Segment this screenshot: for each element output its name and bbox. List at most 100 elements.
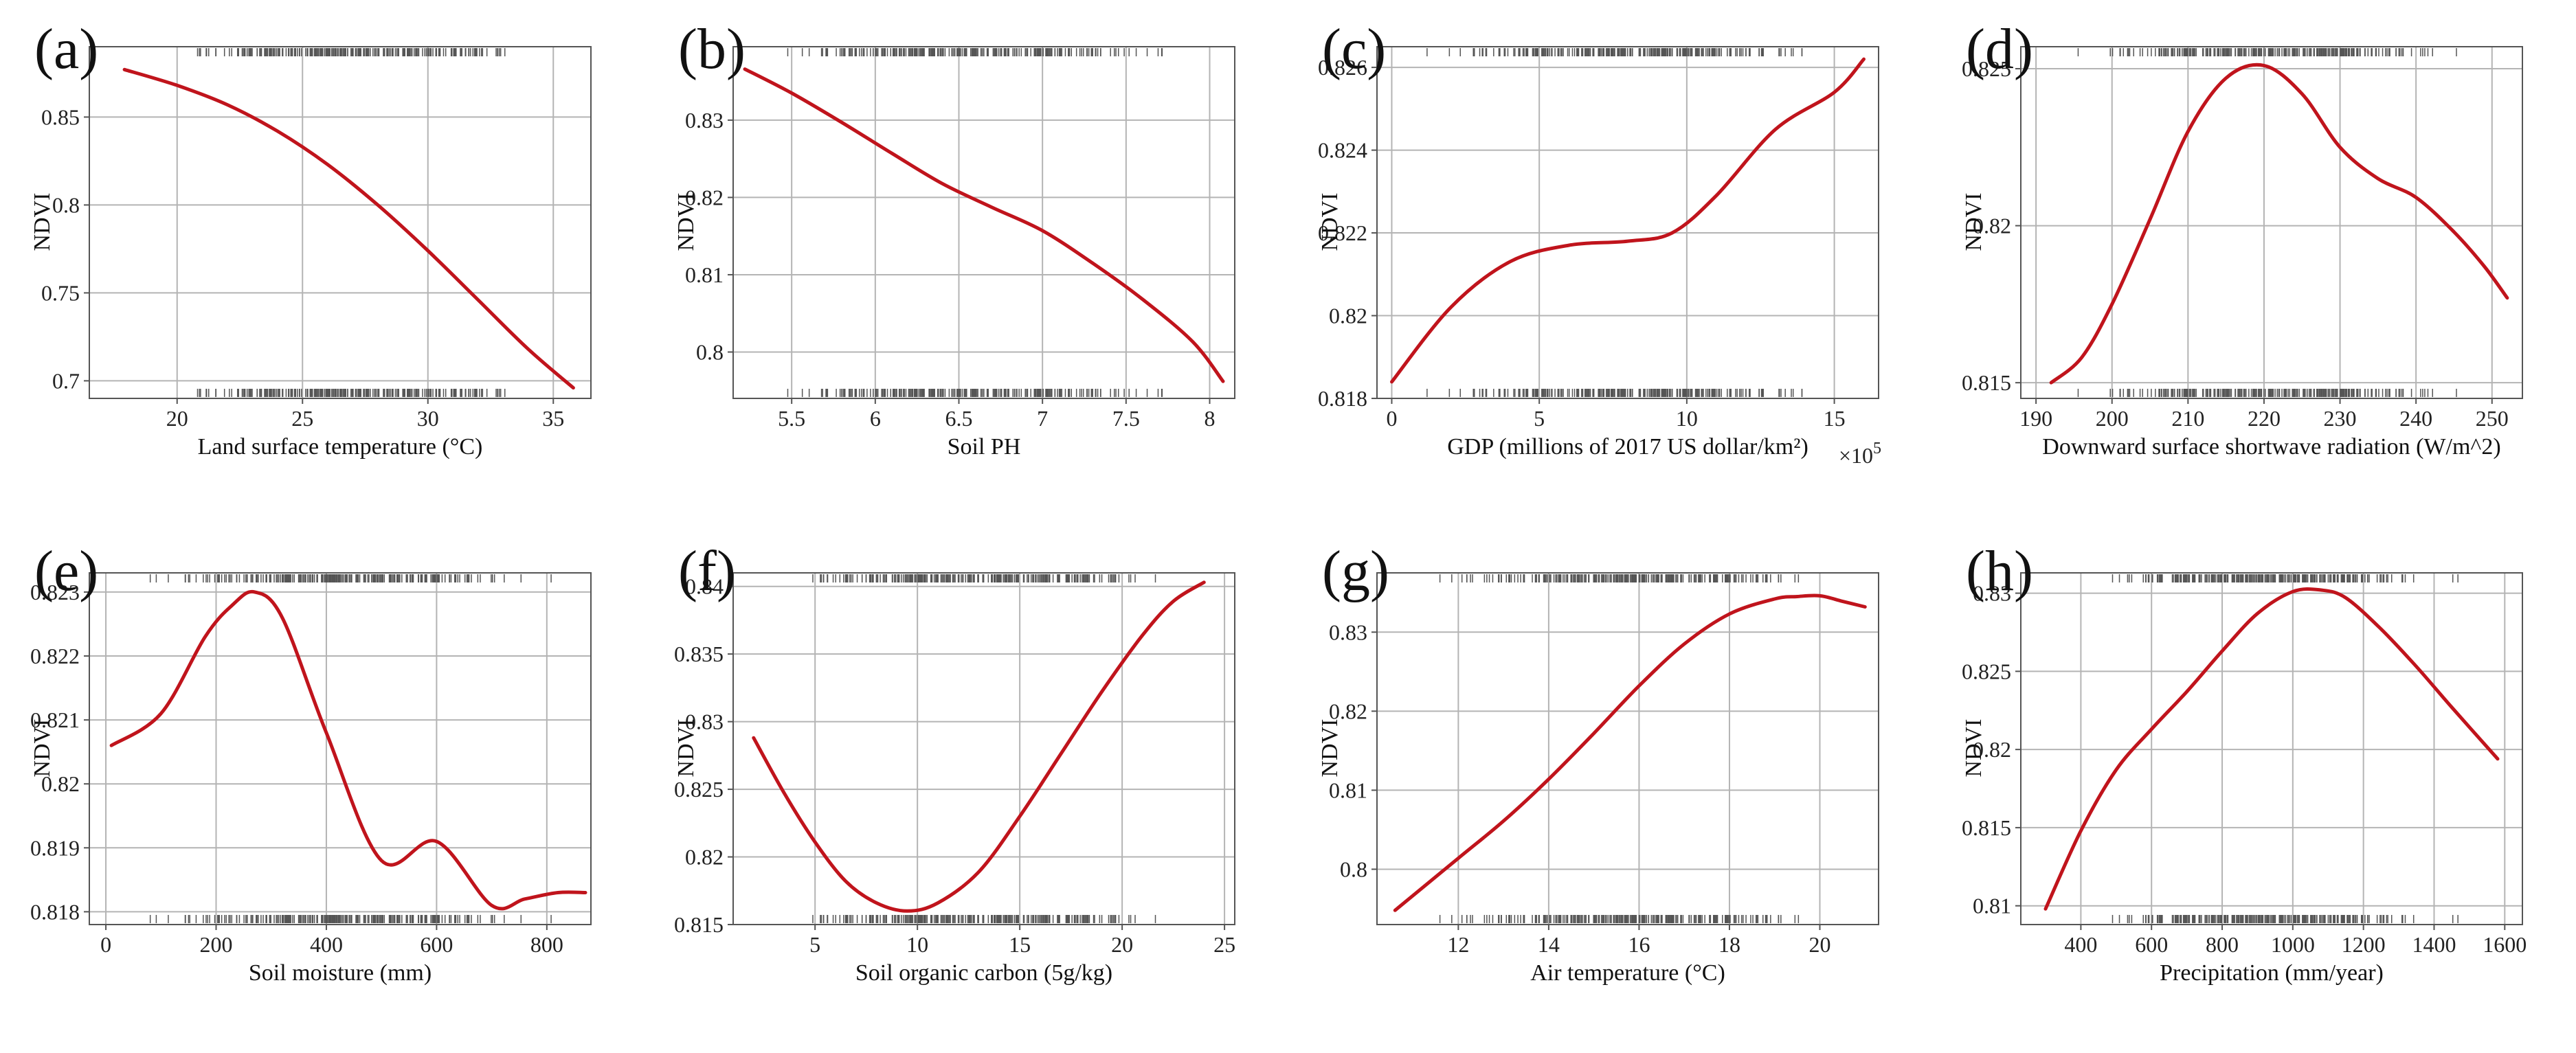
- x-tick-label: 14: [1538, 932, 1560, 957]
- panel-label: (g): [1322, 539, 1389, 603]
- plot-frame: [1376, 572, 1879, 925]
- panel-h: 400 600 800 1000 1200 1400 1600 0.81 0.815 0.82 0.…: [1931, 526, 2575, 1052]
- rug-bottom: [787, 389, 1163, 397]
- y-tick-label: 0.823: [30, 580, 80, 604]
- x-tick-label: 220: [2248, 406, 2281, 431]
- y-axis-label: NDVI: [30, 192, 55, 251]
- x-axis-label: Soil PH: [947, 434, 1021, 460]
- plot-frame: [89, 572, 592, 925]
- series-line: [2043, 587, 2500, 911]
- rug-top: [2112, 574, 2459, 582]
- y-axis-label: NDVI: [1317, 718, 1343, 778]
- y-tick-label: 0.822: [1318, 220, 1367, 245]
- rug-bottom: [2112, 915, 2459, 923]
- y-tick-label: 0.83: [685, 710, 724, 734]
- x-tick-label: 35: [542, 406, 564, 431]
- plot-frame: [2020, 572, 2523, 925]
- y-tick-label: 0.82: [41, 771, 80, 796]
- series-line: [1393, 593, 1867, 912]
- series-line: [743, 67, 1225, 383]
- x-axis-label: Air temperature (°C): [1530, 960, 1725, 986]
- y-tick-label: 0.822: [30, 644, 80, 668]
- x-tick-label: 30: [417, 406, 439, 431]
- plot-c: 0 5 10 15 0.818 0.82 0.822 0.824 0.826 ×105: [1318, 46, 1881, 468]
- x-tick-label: 25: [291, 406, 313, 431]
- panel-g: 12 14 16 18 20 0.8 0.81 0.82 0.83 (g) Air temperat…: [1288, 526, 1931, 1052]
- x-tick-label: 10: [906, 932, 928, 957]
- x-axis-label: Soil organic carbon (5g/kg): [855, 960, 1113, 986]
- rug-top: [197, 48, 506, 56]
- panel-label: (b): [678, 17, 746, 81]
- x-tick-label: 1000: [2271, 932, 2315, 957]
- y-tick-label: 0.835: [674, 642, 724, 666]
- y-tick-label: 0.818: [30, 899, 80, 924]
- x-tick-label: 1600: [2483, 932, 2527, 957]
- y-tick-label: 0.83: [685, 108, 724, 133]
- x-tick-label: 600: [2135, 932, 2168, 957]
- y-tick-label: 0.81: [685, 262, 724, 287]
- panel-d: 190 200 210 220 230 240 250 0.815 0.82 0.825 (d) Do…: [1931, 0, 2575, 526]
- x-tick-label: 1400: [2412, 932, 2456, 957]
- y-tick-label: 0.825: [1962, 659, 2011, 683]
- y-tick-label: 0.826: [1318, 55, 1367, 80]
- y-tick-label: 0.82: [1329, 699, 1367, 723]
- panel-label: (e): [34, 539, 99, 603]
- x-tick-label: 7.5: [1112, 406, 1140, 431]
- x-tick-label: 400: [310, 932, 343, 957]
- series-line: [1390, 57, 1866, 384]
- series-line: [109, 589, 587, 911]
- x-tick-label: 20: [1111, 932, 1133, 957]
- x-axis-label: Soil moisture (mm): [248, 960, 432, 986]
- x-tick-label: 20: [1809, 932, 1831, 957]
- plot-frame: [89, 46, 592, 399]
- panel-f: 5 10 15 20 25 0.815 0.82 0.825 0.83 0.835 0.84 (f) S…: [644, 526, 1288, 1052]
- x-tick-label: 800: [2206, 932, 2239, 957]
- panel-label: (c): [1322, 17, 1387, 81]
- plot-d: 190 200 210 220 230 240 250 0.815 0.82 0.825: [1962, 46, 2523, 431]
- rug-top: [149, 574, 552, 582]
- y-tick-label: 0.82: [1973, 214, 2011, 238]
- rug-bottom: [197, 389, 506, 397]
- rug-bottom: [2077, 389, 2457, 397]
- rug-top: [1426, 48, 1803, 56]
- y-axis-label: NDVI: [1961, 718, 1986, 778]
- x-axis-label: Land surface temperature (°C): [197, 434, 483, 460]
- x-tick-label: 600: [420, 932, 453, 957]
- panel-label: (a): [34, 17, 99, 81]
- plot-g: 12 14 16 18 20 0.8 0.81 0.82 0.83: [1329, 572, 1879, 957]
- rug-bottom: [1426, 389, 1803, 397]
- rug-bottom: [1439, 915, 1800, 923]
- y-tick-label: 0.825: [674, 777, 724, 802]
- y-tick-label: 0.818: [1318, 386, 1367, 411]
- x-tick-label: 5: [809, 932, 820, 957]
- y-axis-label: NDVI: [30, 718, 55, 778]
- panel-label: (h): [1966, 539, 2033, 603]
- panel-a: 20 25 30 35 0.7 0.75 0.8 0.85 (a) Land surface te…: [0, 0, 644, 526]
- x-tick-label: 1200: [2342, 932, 2386, 957]
- y-axis-label: NDVI: [1961, 192, 1986, 251]
- y-tick-label: 0.85: [41, 104, 80, 129]
- x-tick-label: 400: [2064, 932, 2097, 957]
- plot-frame: [2020, 46, 2523, 399]
- x-tick-label: 15: [1824, 406, 1846, 431]
- y-tick-label: 0.84: [685, 574, 724, 599]
- y-tick-label: 0.81: [1973, 894, 2011, 918]
- y-tick-label: 0.815: [1962, 370, 2011, 395]
- y-tick-label: 0.824: [1318, 138, 1367, 163]
- y-tick-label: 0.83: [1973, 581, 2011, 606]
- y-tick-label: 0.82: [685, 185, 724, 210]
- x-tick-label: 7: [1037, 406, 1048, 431]
- plot-a: 20 25 30 35 0.7 0.75 0.8 0.85: [41, 46, 592, 431]
- plot-frame: [1376, 46, 1879, 399]
- series-line: [2049, 63, 2509, 385]
- x-axis-label: Precipitation (mm/year): [2160, 960, 2384, 986]
- plot-b: 5.5 6 6.5 7 7.5 8 0.8 0.81 0.82 0.83: [685, 46, 1235, 431]
- x-tick-label: 10: [1676, 406, 1698, 431]
- y-tick-label: 0.81: [1329, 778, 1367, 802]
- y-tick-label: 0.819: [30, 835, 80, 860]
- series-line: [752, 580, 1206, 913]
- rug-bottom: [149, 915, 552, 923]
- panel-b: 5.5 6 6.5 7 7.5 8 0.8 0.81 0.82 0.83 (b) Soil PH NDV…: [644, 0, 1288, 526]
- plot-frame: [732, 46, 1235, 399]
